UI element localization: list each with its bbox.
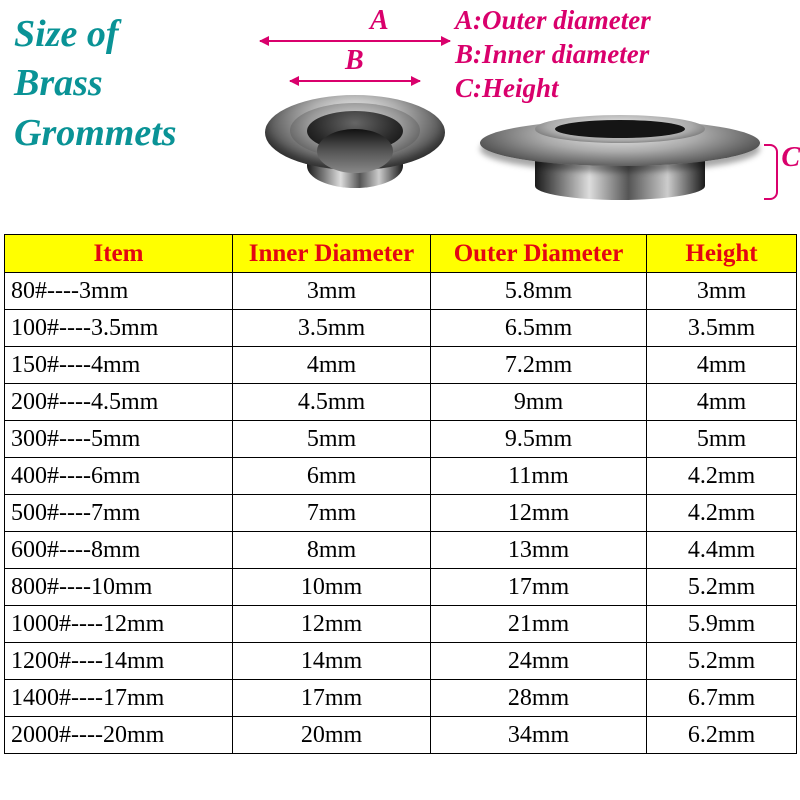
- table-cell: 9mm: [431, 384, 647, 421]
- col-height: Height: [647, 235, 797, 273]
- table-header-row: Item Inner Diameter Outer Diameter Heigh…: [5, 235, 797, 273]
- table-cell: 4.4mm: [647, 532, 797, 569]
- table-cell: 400#----6mm: [5, 458, 233, 495]
- table-cell: 4.2mm: [647, 458, 797, 495]
- table-row: 1000#----12mm12mm21mm5.9mm: [5, 606, 797, 643]
- table-cell: 12mm: [431, 495, 647, 532]
- title-line-2: Brass: [14, 62, 103, 104]
- table-cell: 4.2mm: [647, 495, 797, 532]
- table-cell: 6.5mm: [431, 310, 647, 347]
- table-cell: 7mm: [233, 495, 431, 532]
- table-cell: 8mm: [233, 532, 431, 569]
- table-row: 300#----5mm5mm9.5mm5mm: [5, 421, 797, 458]
- title-line-3: Grommets: [14, 112, 177, 154]
- spec-table: Item Inner Diameter Outer Diameter Heigh…: [4, 234, 797, 754]
- table-cell: 5.9mm: [647, 606, 797, 643]
- table-row: 150#----4mm4mm7.2mm4mm: [5, 347, 797, 384]
- dim-brace-c: [764, 144, 778, 200]
- table-cell: 5mm: [233, 421, 431, 458]
- table-row: 80#----3mm3mm5.8mm3mm: [5, 273, 797, 310]
- dim-arrow-a: [260, 40, 450, 42]
- table-cell: 4mm: [233, 347, 431, 384]
- table-cell: 800#----10mm: [5, 569, 233, 606]
- legend-a: A:Outer diameter: [455, 5, 651, 35]
- table-row: 800#----10mm10mm17mm5.2mm: [5, 569, 797, 606]
- table-cell: 34mm: [431, 717, 647, 754]
- table-cell: 600#----8mm: [5, 532, 233, 569]
- table-cell: 1000#----12mm: [5, 606, 233, 643]
- table-cell: 5.8mm: [431, 273, 647, 310]
- table-cell: 4.5mm: [233, 384, 431, 421]
- table-cell: 13mm: [431, 532, 647, 569]
- grommet-top-render: [265, 95, 445, 205]
- table-cell: 100#----3.5mm: [5, 310, 233, 347]
- table-cell: 5.2mm: [647, 569, 797, 606]
- table-row: 500#----7mm7mm12mm4.2mm: [5, 495, 797, 532]
- table-cell: 9.5mm: [431, 421, 647, 458]
- table-cell: 10mm: [233, 569, 431, 606]
- table-cell: 3mm: [647, 273, 797, 310]
- table-row: 100#----3.5mm3.5mm6.5mm3.5mm: [5, 310, 797, 347]
- legend-b: B:Inner diameter: [455, 39, 649, 69]
- table-cell: 300#----5mm: [5, 421, 233, 458]
- table-cell: 5mm: [647, 421, 797, 458]
- table-row: 200#----4.5mm4.5mm9mm4mm: [5, 384, 797, 421]
- page-title: Size of Brass Grommets: [14, 10, 177, 158]
- dim-arrow-b: [290, 80, 420, 82]
- table-cell: 20mm: [233, 717, 431, 754]
- grommet-side-view: C: [480, 110, 780, 220]
- table-cell: 3.5mm: [647, 310, 797, 347]
- table-cell: 3mm: [233, 273, 431, 310]
- table-cell: 7.2mm: [431, 347, 647, 384]
- table-cell: 2000#----20mm: [5, 717, 233, 754]
- table-cell: 14mm: [233, 643, 431, 680]
- table-cell: 4mm: [647, 384, 797, 421]
- table-row: 1400#----17mm17mm28mm6.7mm: [5, 680, 797, 717]
- table-cell: 6mm: [233, 458, 431, 495]
- table-cell: 80#----3mm: [5, 273, 233, 310]
- title-line-1: Size of: [14, 13, 119, 55]
- col-inner: Inner Diameter: [233, 235, 431, 273]
- table-row: 600#----8mm8mm13mm4.4mm: [5, 532, 797, 569]
- table-row: 1200#----14mm14mm24mm5.2mm: [5, 643, 797, 680]
- table-cell: 11mm: [431, 458, 647, 495]
- dimension-legend: A:Outer diameter B:Inner diameter C:Heig…: [455, 4, 651, 105]
- table-cell: 28mm: [431, 680, 647, 717]
- dim-label-b: B: [345, 45, 364, 77]
- table-cell: 6.2mm: [647, 717, 797, 754]
- table-cell: 12mm: [233, 606, 431, 643]
- table-cell: 5.2mm: [647, 643, 797, 680]
- table-cell: 17mm: [233, 680, 431, 717]
- table-cell: 24mm: [431, 643, 647, 680]
- table-row: 400#----6mm6mm11mm4.2mm: [5, 458, 797, 495]
- table-cell: 150#----4mm: [5, 347, 233, 384]
- table-cell: 1400#----17mm: [5, 680, 233, 717]
- table-cell: 200#----4.5mm: [5, 384, 233, 421]
- spec-table-wrap: Item Inner Diameter Outer Diameter Heigh…: [4, 234, 796, 754]
- table-cell: 1200#----14mm: [5, 643, 233, 680]
- col-item: Item: [5, 235, 233, 273]
- legend-c: C:Height: [455, 73, 559, 103]
- table-cell: 6.7mm: [647, 680, 797, 717]
- table-cell: 500#----7mm: [5, 495, 233, 532]
- col-outer: Outer Diameter: [431, 235, 647, 273]
- dim-label-c: C: [781, 142, 800, 174]
- table-cell: 17mm: [431, 569, 647, 606]
- dim-label-a: A: [370, 5, 389, 37]
- diagram-header: Size of Brass Grommets A:Outer diameter …: [0, 0, 800, 230]
- grommet-top-view: A B: [250, 10, 460, 210]
- table-cell: 21mm: [431, 606, 647, 643]
- table-cell: 3.5mm: [233, 310, 431, 347]
- table-cell: 4mm: [647, 347, 797, 384]
- table-row: 2000#----20mm20mm34mm6.2mm: [5, 717, 797, 754]
